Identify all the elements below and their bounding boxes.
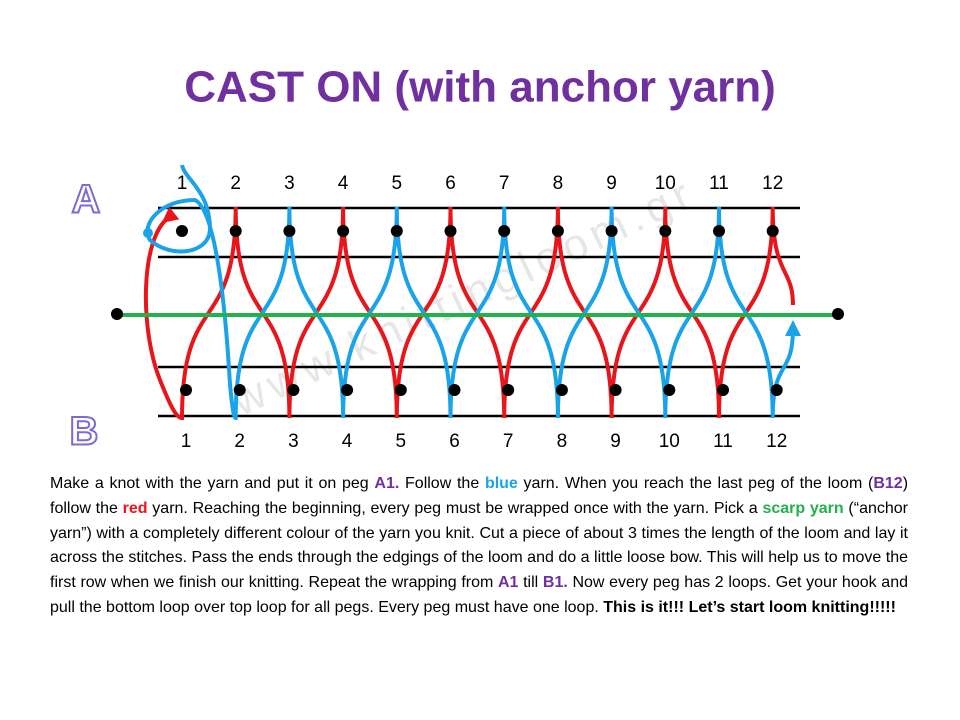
peg-number: 5 bbox=[392, 173, 403, 194]
peg bbox=[229, 225, 242, 237]
text: Make a knot with the yarn and put it on … bbox=[50, 475, 375, 492]
peg bbox=[341, 384, 354, 396]
peg bbox=[176, 225, 188, 237]
peg bbox=[394, 384, 407, 396]
peg bbox=[287, 384, 300, 396]
peg-number: 8 bbox=[553, 173, 564, 194]
loom-diagram: CAST ON (with anchor yarn) www.knittingl… bbox=[69, 63, 844, 455]
text: Now every peg has 2 loops. Get your hook… bbox=[50, 574, 908, 616]
peg bbox=[502, 384, 515, 396]
text: Follow the bbox=[399, 475, 485, 492]
text: (“anchor yarn”) with a completely differ… bbox=[50, 499, 908, 592]
text: till bbox=[518, 574, 543, 592]
peg bbox=[180, 384, 192, 396]
peg bbox=[713, 225, 725, 237]
peg bbox=[551, 225, 564, 237]
text: A1. bbox=[374, 475, 400, 492]
peg-number: 6 bbox=[445, 173, 456, 194]
peg-number: 8 bbox=[557, 431, 568, 452]
peg bbox=[448, 384, 461, 396]
peg-number: 7 bbox=[503, 431, 514, 452]
peg-number: 3 bbox=[288, 431, 299, 452]
text: B1. bbox=[542, 574, 568, 592]
text: B12 bbox=[873, 475, 903, 492]
text: This is it!!! Let’s start loom knitting!… bbox=[603, 598, 896, 616]
peg bbox=[233, 384, 246, 396]
peg-number: 5 bbox=[396, 431, 407, 452]
knot bbox=[143, 228, 153, 238]
peg bbox=[609, 384, 622, 396]
peg bbox=[390, 225, 403, 237]
peg-number: 9 bbox=[610, 431, 621, 452]
peg-number: 6 bbox=[449, 431, 460, 452]
instructions: Make a knot with the yarn and put it on … bbox=[50, 472, 908, 621]
peg-number: 12 bbox=[762, 173, 783, 194]
title: CAST ON (with anchor yarn) bbox=[184, 63, 776, 112]
text: yarn. Reaching the beginning, every peg … bbox=[147, 499, 763, 517]
peg bbox=[659, 225, 672, 237]
row-label: B bbox=[70, 410, 99, 454]
peg bbox=[770, 384, 783, 396]
peg-number: 2 bbox=[230, 173, 241, 194]
peg bbox=[766, 225, 779, 237]
peg-number: 4 bbox=[342, 431, 353, 452]
peg-number: 4 bbox=[338, 173, 349, 194]
peg-number: 7 bbox=[499, 173, 510, 194]
peg-number: 9 bbox=[606, 173, 617, 194]
peg-number: 11 bbox=[709, 173, 729, 194]
anchor-end bbox=[111, 308, 123, 320]
text: ) follow the bbox=[50, 475, 909, 517]
text: yarn. When you reach the last peg of the… bbox=[517, 475, 874, 492]
row-label: A bbox=[72, 178, 101, 222]
text: red bbox=[122, 499, 148, 517]
peg-number: 2 bbox=[234, 431, 245, 452]
loom-rails bbox=[158, 206, 800, 418]
peg-number: 10 bbox=[655, 173, 676, 194]
peg bbox=[663, 384, 676, 396]
text: A1 bbox=[497, 574, 519, 592]
peg-number: 3 bbox=[284, 173, 295, 194]
peg-number: 12 bbox=[766, 431, 787, 452]
peg bbox=[555, 384, 568, 396]
peg bbox=[605, 225, 618, 237]
peg bbox=[498, 225, 511, 237]
peg-number: 1 bbox=[181, 431, 192, 452]
text: scarp yarn bbox=[762, 499, 844, 517]
peg-number: 1 bbox=[177, 173, 188, 194]
peg bbox=[444, 225, 457, 237]
peg bbox=[337, 225, 350, 237]
peg-number: 10 bbox=[659, 431, 680, 452]
blue-yarn bbox=[145, 164, 801, 421]
peg bbox=[283, 225, 296, 237]
peg-number: 11 bbox=[713, 431, 733, 452]
anchor-end bbox=[832, 308, 844, 320]
peg bbox=[717, 384, 729, 396]
text: blue bbox=[484, 475, 518, 492]
